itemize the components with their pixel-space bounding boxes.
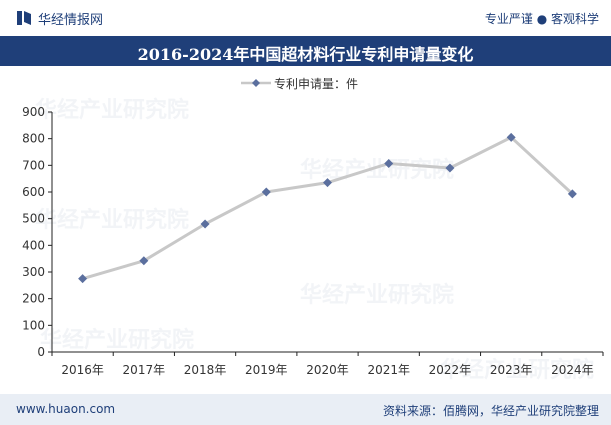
x-tick-label: 2016年 <box>61 363 104 377</box>
y-tick-label: 400 <box>22 238 45 252</box>
x-tick-label: 2022年 <box>429 363 472 377</box>
y-tick-label: 100 <box>22 318 45 332</box>
y-tick-label: 300 <box>22 265 45 279</box>
y-tick-label: 900 <box>22 105 45 119</box>
watermark: 华经产业研究院 <box>35 98 190 123</box>
x-tick-label: 2017年 <box>123 363 166 377</box>
data-point <box>200 219 210 229</box>
footer-source: 资料来源：佰腾网，华经产业研究院整理 <box>382 404 599 418</box>
data-point <box>139 256 149 266</box>
data-point <box>506 132 516 142</box>
data-point <box>261 187 271 197</box>
watermark: 华经产业研究院 <box>300 158 455 183</box>
legend-line-icon <box>241 79 271 87</box>
chart-title: 2016-2024年中国超材料行业专利申请量变化 <box>137 45 474 64</box>
x-tick-label: 2019年 <box>245 363 288 377</box>
data-point <box>384 158 394 168</box>
y-tick-label: 500 <box>22 212 45 226</box>
tagline: 专业严谨 ● 客观科学 <box>484 12 599 26</box>
x-tick-label: 2021年 <box>367 363 410 377</box>
x-tick-label: 2020年 <box>306 363 349 377</box>
series-line <box>82 135 574 281</box>
top-bar: 华经情报网 专业严谨 ● 客观科学 <box>0 0 611 36</box>
y-tick-label: 0 <box>37 345 45 359</box>
data-point <box>323 178 332 188</box>
footer-website: www.huaon.com <box>16 402 116 416</box>
y-tick-label: 600 <box>22 185 45 199</box>
watermark: 华经产业研究院 <box>40 328 195 353</box>
footer: www.huaon.com 资料来源：佰腾网，华经产业研究院整理 <box>0 394 611 425</box>
y-tick-label: 700 <box>22 158 45 172</box>
legend-label: 专利申请量：件 <box>274 77 359 91</box>
x-tick-label: 2023年 <box>490 363 533 377</box>
watermark: 华经产业研究院 <box>440 358 595 383</box>
brand-name: 华经情报网 <box>38 13 104 28</box>
brand-logo-icon <box>17 11 31 25</box>
y-tick-label: 800 <box>22 132 45 146</box>
line-chart: 0 100 200 300 400 500 600 700 800 900 2016年 2017年 20… <box>22 105 604 377</box>
x-tick-label: 2024年 <box>551 363 594 377</box>
watermark: 华经产业研究院 <box>300 283 455 308</box>
watermark: 华经产业研究院 <box>35 208 190 233</box>
title-bar: 2016-2024年中国超材料行业专利申请量变化 <box>0 36 611 66</box>
data-point <box>78 274 88 284</box>
data-point <box>567 189 577 199</box>
y-tick-label: 200 <box>22 292 45 306</box>
data-point <box>445 163 455 173</box>
x-tick-label: 2018年 <box>184 363 227 377</box>
